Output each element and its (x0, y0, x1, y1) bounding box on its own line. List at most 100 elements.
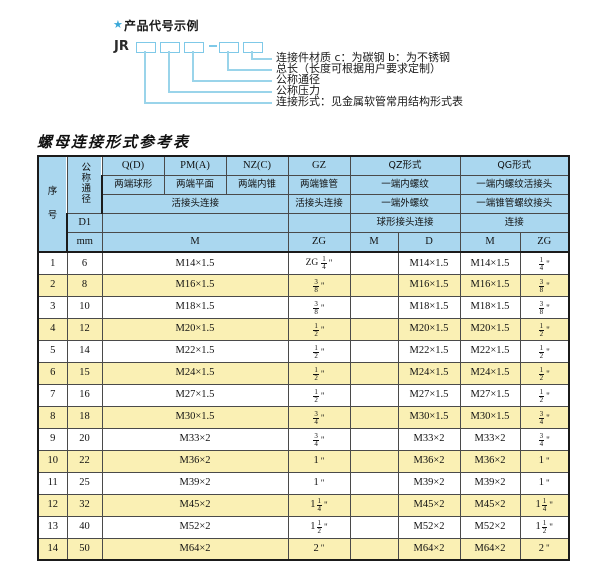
header-group-qz: QZ形式 (349, 155, 461, 176)
cell-sequence: 14 (37, 537, 68, 561)
table-row: 7 16 M27×1.5 1 2 " M27×1.5 M27×1.5 1 2 " (37, 383, 570, 407)
table-row: 6 15 M24×1.5 1 2 " M24×1.5 M24×1.5 1 2 " (37, 361, 570, 385)
header-unit-gz-zg: ZG (287, 232, 351, 253)
cell-thread-m: M36×2 (101, 449, 289, 473)
cell-qg-zg: 3 8 " (519, 273, 570, 297)
cell-gz-zg: 1 2 " (287, 339, 351, 363)
cell-qg-zg: 1 2 " (519, 383, 570, 407)
cell-qz-m (349, 405, 399, 429)
header-d1: D1 (66, 213, 103, 233)
cell-qz-d: M22×1.5 (397, 339, 461, 363)
header-row-units: mm M ZG M D M ZG (38, 232, 570, 253)
header-group-nzc: NZ(C) (225, 155, 289, 176)
cell-qg-m: M27×1.5 (459, 383, 521, 407)
cell-qg-zg: 1 " (519, 471, 570, 495)
header-unit-mm: mm (66, 232, 103, 253)
header-nominal-bore-label: 公称通径 (79, 162, 91, 205)
product-code-diagram: ★ 产品代号示例 JR 连接件材质 c：为碳钢 b：为不锈钢 总长（长度可根据用… (0, 0, 600, 133)
cell-thread-m: M33×2 (101, 427, 289, 451)
nut-connection-spec-table: 序 号 公称通径 Q(D) PM(A) NZ(C) GZ QZ形式 QG形式 两… (37, 155, 570, 561)
code-box-4 (219, 42, 239, 53)
cell-qg-m: M22×1.5 (459, 339, 521, 363)
table-row: 3 10 M18×1.5 3 8 " M18×1.5 M18×1.5 3 8 " (37, 295, 570, 319)
cell-qz-d: M27×1.5 (397, 383, 461, 407)
header-unit-m-span: M (101, 232, 289, 253)
cell-qz-d: M20×1.5 (397, 317, 461, 341)
header-group-qd: Q(D) (101, 155, 165, 176)
cell-thread-m: M64×2 (101, 537, 289, 561)
cell-sequence: 10 (37, 449, 68, 473)
table-row: 5 14 M22×1.5 1 2 " M22×1.5 M22×1.5 1 2 " (37, 339, 570, 363)
cell-qz-d: M64×2 (397, 537, 461, 561)
header-row-end-forms: 两端球形 两端平面 两端内锥 两端锥管 一端内螺纹 一端内螺纹活接头 (38, 175, 570, 195)
cell-nominal-bore: 12 (66, 317, 103, 341)
cell-qg-m: M18×1.5 (459, 295, 521, 319)
cell-qz-d: M33×2 (397, 427, 461, 451)
cell-sequence: 9 (37, 427, 68, 451)
cell-thread-m: M16×1.5 (101, 273, 289, 297)
cell-nominal-bore: 22 (66, 449, 103, 473)
spec-table-container: 序 号 公称通径 Q(D) PM(A) NZ(C) GZ QZ形式 QG形式 两… (37, 155, 570, 561)
cell-thread-m: M22×1.5 (101, 339, 289, 363)
cell-qg-m: M20×1.5 (459, 317, 521, 341)
cell-nominal-bore: 10 (66, 295, 103, 319)
cell-thread-m: M39×2 (101, 471, 289, 495)
cell-qz-m (349, 383, 399, 407)
annotation-nominal-pressure: 公称压力 (276, 84, 320, 97)
cell-qg-zg: 1 2 " (519, 339, 570, 363)
cell-qz-m (349, 295, 399, 319)
header-endform-qg: 一端内螺纹活接头 (459, 175, 570, 195)
code-prefix-jr: JR (114, 39, 129, 54)
cell-qz-d: M14×1.5 (397, 251, 461, 275)
cell-qg-m: M36×2 (459, 449, 521, 473)
cell-qz-m (349, 537, 399, 561)
cell-qz-m (349, 427, 399, 451)
code-box-5 (243, 42, 263, 53)
cell-gz-zg: 1 2 " (287, 317, 351, 341)
cell-qg-zg: 3 8 " (519, 295, 570, 319)
annotation-total-length: 总长（长度可根据用户要求定制） (276, 62, 441, 75)
header-joint-gz: 活接头连接 (287, 194, 351, 214)
header-group-gz: GZ (287, 155, 351, 176)
header-nominal-bore: 公称通径 (66, 155, 103, 214)
table-row: 13 40 M52×2 1 1 2 " M52×2 M52×2 1 1 2 " (37, 515, 570, 539)
cell-thread-m: M27×1.5 (101, 383, 289, 407)
cell-sequence: 7 (37, 383, 68, 407)
cell-sequence: 1 (37, 251, 68, 275)
cell-qz-d: M52×2 (397, 515, 461, 539)
annotation-connection-form: 连接形式：见金属软管常用结构形式表 (276, 95, 463, 108)
cell-gz-zg: 1 1 4 " (287, 493, 351, 517)
cell-gz-zg: 3 8 " (287, 295, 351, 319)
table-row: 14 50 M64×2 2 " M64×2 M64×2 2 " (37, 537, 570, 561)
cell-sequence: 6 (37, 361, 68, 385)
cell-qg-m: M52×2 (459, 515, 521, 539)
cell-qz-m (349, 449, 399, 473)
cell-qg-m: M30×1.5 (459, 405, 521, 429)
header-blank-qdpmnz (101, 213, 289, 233)
header-joint-qg: 一端锥管螺纹接头 (459, 194, 570, 214)
code-dash (209, 45, 217, 47)
cell-sequence: 13 (37, 515, 68, 539)
table-section-title: 螺母连接形式参考表 (37, 133, 191, 151)
cell-qz-m (349, 317, 399, 341)
cell-nominal-bore: 20 (66, 427, 103, 451)
table-row: 2 8 M16×1.5 3 8 " M16×1.5 M16×1.5 3 8 " (37, 273, 570, 297)
cell-qz-d: M36×2 (397, 449, 461, 473)
cell-qg-zg: 3 4 " (519, 405, 570, 429)
cell-qz-d: M16×1.5 (397, 273, 461, 297)
cell-qg-m: M64×2 (459, 537, 521, 561)
header-endform-qz: 一端内螺纹 (349, 175, 461, 195)
cell-sequence: 11 (37, 471, 68, 495)
cell-qg-zg: 1 2 " (519, 361, 570, 385)
cell-qg-m: M24×1.5 (459, 361, 521, 385)
table-row: 9 20 M33×2 3 4 " M33×2 M33×2 3 4 " (37, 427, 570, 451)
header-sequence-char-1: 序 (47, 186, 58, 198)
cell-qg-m: M39×2 (459, 471, 521, 495)
cell-nominal-bore: 40 (66, 515, 103, 539)
cell-thread-m: M18×1.5 (101, 295, 289, 319)
cell-sequence: 3 (37, 295, 68, 319)
cell-nominal-bore: 8 (66, 273, 103, 297)
cell-thread-m: M24×1.5 (101, 361, 289, 385)
leader-line-3-vertical (192, 51, 194, 81)
leader-line-4-horizontal (168, 91, 272, 93)
